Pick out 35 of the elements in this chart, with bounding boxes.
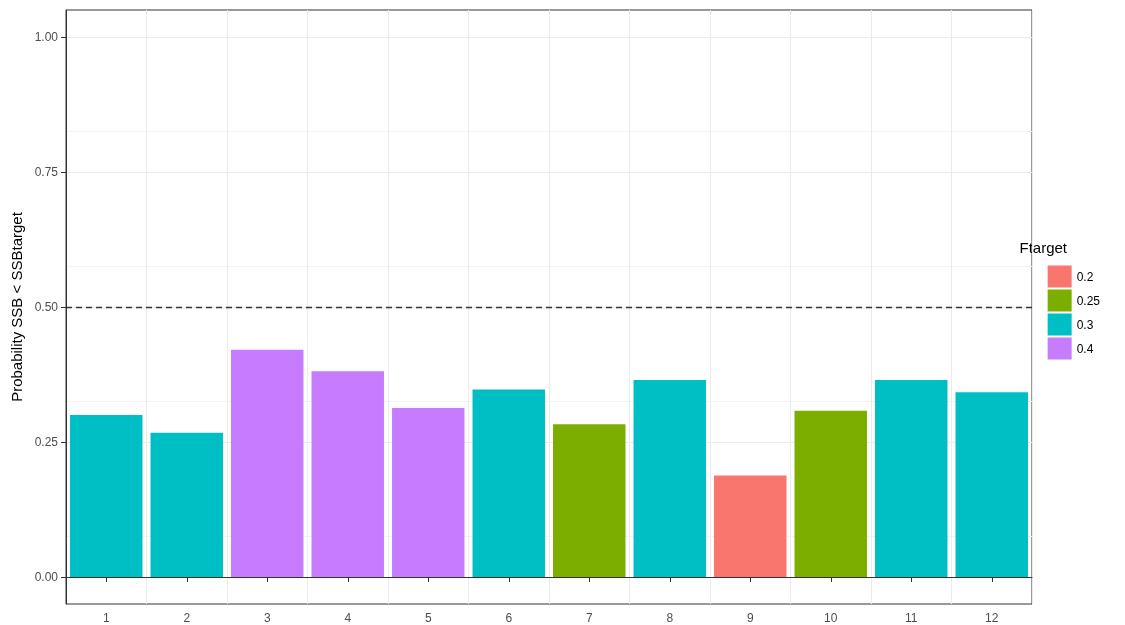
x-tick-label: 3 bbox=[263, 611, 271, 625]
bar bbox=[714, 475, 787, 577]
bar bbox=[794, 410, 867, 577]
legend-label: 0.25 bbox=[1076, 293, 1101, 308]
x-tick-label: 4 bbox=[344, 611, 352, 625]
x-tick-label: 9 bbox=[746, 611, 754, 625]
legend-label: 0.3 bbox=[1076, 317, 1094, 332]
bar bbox=[70, 415, 143, 577]
bar bbox=[553, 424, 626, 577]
legend-title: Ftarget bbox=[1019, 239, 1068, 256]
x-tick-label: 12 bbox=[985, 611, 999, 625]
bar bbox=[633, 379, 706, 577]
x-tick-label: 5 bbox=[424, 611, 432, 625]
y-tick-label: 1.00 bbox=[34, 30, 59, 44]
y-axis-title: Probability SSB < SSBtarget bbox=[7, 211, 25, 402]
bar bbox=[875, 379, 948, 577]
x-tick-label: 1 bbox=[102, 611, 110, 625]
x-tick-label: 2 bbox=[183, 611, 191, 625]
bar bbox=[955, 392, 1028, 577]
bar bbox=[311, 371, 384, 577]
y-tick-label: 0.50 bbox=[34, 300, 59, 314]
legend-label: 0.2 bbox=[1076, 269, 1094, 284]
bar bbox=[231, 349, 304, 577]
y-tick-label: 0.75 bbox=[34, 165, 59, 179]
y-tick-label: 0.00 bbox=[34, 570, 59, 584]
x-tick-label: 11 bbox=[905, 611, 918, 625]
y-tick-label: 0.25 bbox=[34, 435, 59, 449]
x-tick-label: 10 bbox=[824, 611, 838, 625]
x-tick-label: 7 bbox=[585, 611, 593, 625]
x-tick-label: 8 bbox=[666, 611, 674, 625]
bar bbox=[150, 432, 223, 577]
bar bbox=[472, 389, 545, 577]
x-tick-label: 6 bbox=[505, 611, 513, 625]
bar bbox=[392, 407, 465, 577]
legend-label: 0.4 bbox=[1076, 341, 1094, 356]
